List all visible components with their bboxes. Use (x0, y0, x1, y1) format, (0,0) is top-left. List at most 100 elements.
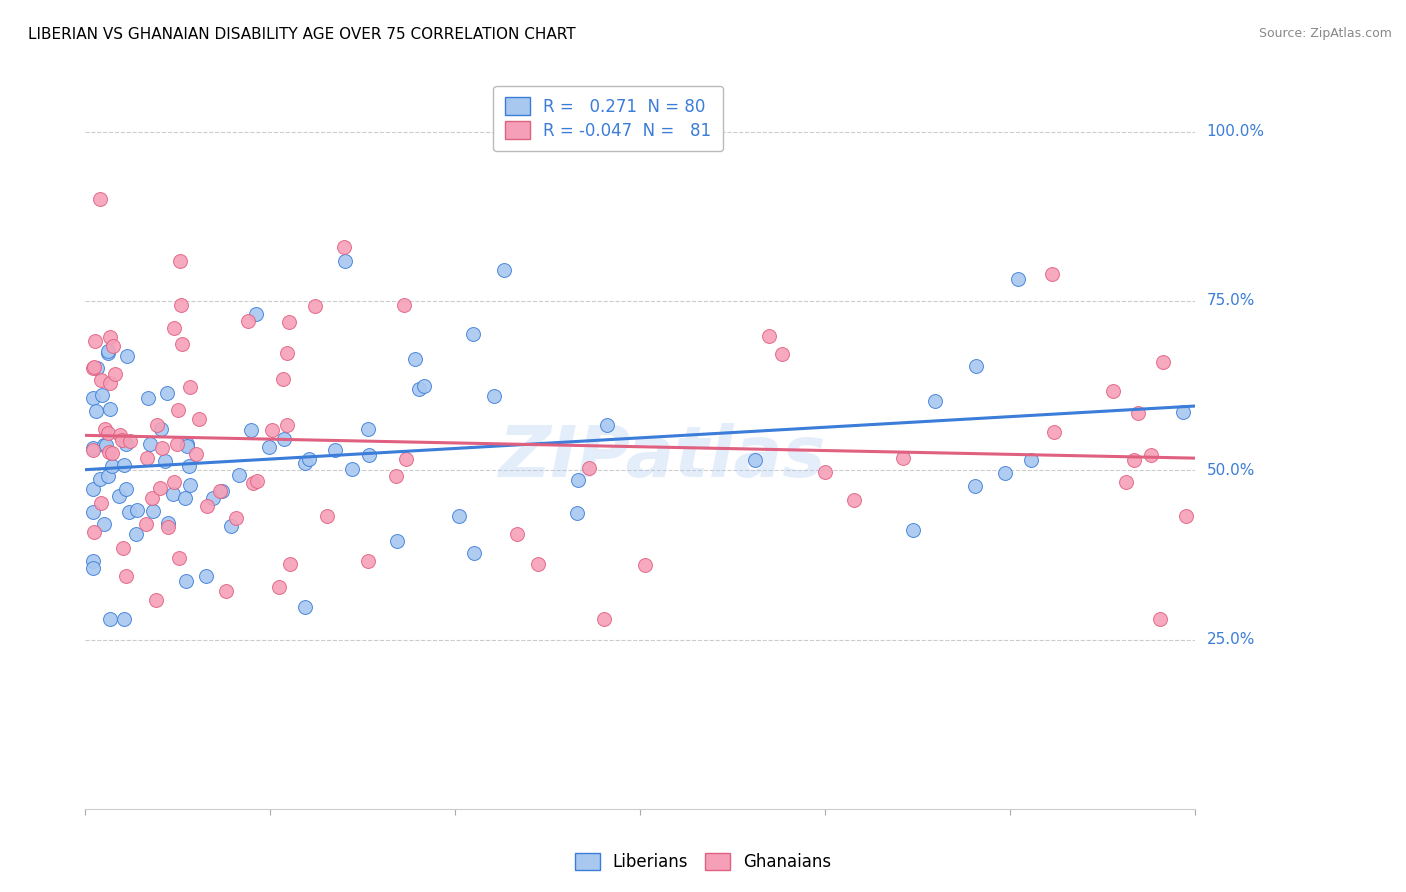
Point (98, 445, 121, 459)
Text: ZIPatlas: ZIPatlas (499, 424, 827, 492)
Point (238, 313, 260, 327)
Point (107, 489, 129, 503)
Point (93, 516, 115, 531)
Point (567, 473, 589, 487)
Point (239, 423, 262, 437)
Point (965, 359, 987, 374)
Point (385, 469, 408, 483)
Point (142, 504, 165, 518)
Point (90, 373, 112, 387)
Point (115, 569, 138, 583)
Point (242, 475, 264, 490)
Point (1174, 508, 1197, 523)
Point (97, 346, 120, 360)
Point (1102, 384, 1125, 399)
Point (277, 315, 299, 329)
Point (101, 446, 124, 460)
Point (903, 523, 925, 537)
Point (565, 506, 588, 520)
Point (1115, 475, 1137, 489)
Point (395, 451, 418, 466)
Point (82, 505, 104, 519)
Point (315, 508, 337, 523)
Point (94, 438, 117, 452)
Point (141, 491, 163, 505)
Point (592, 612, 614, 626)
Point (176, 574, 198, 589)
Point (118, 505, 141, 519)
Point (1007, 271, 1029, 285)
Point (596, 418, 619, 433)
Point (90, 496, 112, 510)
Point (994, 466, 1017, 480)
Point (125, 527, 148, 541)
Point (333, 254, 356, 268)
Point (297, 452, 319, 467)
Point (163, 321, 186, 335)
Point (404, 351, 426, 366)
Point (385, 534, 408, 549)
Point (166, 437, 188, 451)
Point (634, 558, 657, 573)
Point (246, 475, 269, 489)
Text: Source: ZipAtlas.com: Source: ZipAtlas.com (1258, 27, 1392, 40)
Point (112, 541, 135, 555)
Point (1149, 612, 1171, 626)
Point (1040, 267, 1063, 281)
Point (162, 486, 184, 500)
Point (273, 432, 295, 446)
Point (245, 307, 267, 321)
Point (111, 433, 134, 447)
Point (578, 460, 600, 475)
Point (146, 418, 169, 433)
Point (150, 441, 173, 455)
Point (83, 524, 105, 539)
Point (155, 454, 177, 468)
Point (98, 401, 121, 416)
Point (115, 349, 138, 363)
Point (101, 458, 124, 473)
Point (114, 437, 136, 451)
Point (101, 339, 124, 353)
Point (208, 484, 231, 499)
Point (169, 253, 191, 268)
Point (392, 298, 415, 312)
Point (118, 434, 141, 448)
Point (744, 453, 766, 467)
Point (505, 527, 527, 541)
Point (97, 469, 120, 483)
Point (179, 380, 201, 394)
Point (357, 448, 380, 462)
Point (294, 600, 316, 615)
Point (1019, 453, 1042, 467)
Point (184, 447, 207, 461)
Point (492, 263, 515, 277)
Point (179, 459, 201, 474)
Point (924, 394, 946, 409)
Point (333, 240, 356, 254)
Point (194, 569, 217, 583)
Point (91, 388, 114, 402)
Legend: Liberians, Ghanaians: Liberians, Ghanaians (567, 845, 839, 880)
Point (278, 557, 301, 571)
Point (136, 450, 159, 465)
Point (82, 561, 104, 575)
Point (167, 550, 190, 565)
Point (225, 511, 247, 525)
Text: 50.0%: 50.0% (1206, 463, 1254, 478)
Point (93, 422, 115, 436)
Point (357, 554, 380, 568)
Point (156, 516, 179, 531)
Point (136, 392, 159, 406)
Point (156, 385, 179, 400)
Point (83, 334, 105, 349)
Point (89, 473, 111, 487)
Point (1171, 405, 1194, 419)
Point (965, 479, 987, 493)
Point (215, 583, 238, 598)
Point (84, 403, 107, 417)
Point (82, 554, 104, 568)
Point (176, 436, 198, 450)
Point (157, 520, 180, 534)
Point (82, 391, 104, 405)
